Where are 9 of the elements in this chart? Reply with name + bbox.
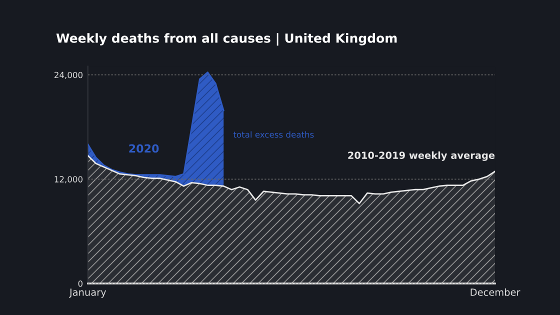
y-tick-label: 0	[78, 280, 83, 287]
y-tick-label: 24,000	[54, 72, 83, 79]
chart-title: Weekly deaths from all causes | United Kingdom	[56, 33, 397, 46]
y-tick-label: 12,000	[54, 176, 83, 184]
x-tick-label: December	[470, 288, 520, 296]
series-label: 2020	[129, 144, 159, 153]
x-tick-label: January	[68, 288, 106, 298]
series-label: 2010-2019 weekly average	[348, 151, 495, 161]
annotation: total excess deaths	[233, 131, 314, 138]
